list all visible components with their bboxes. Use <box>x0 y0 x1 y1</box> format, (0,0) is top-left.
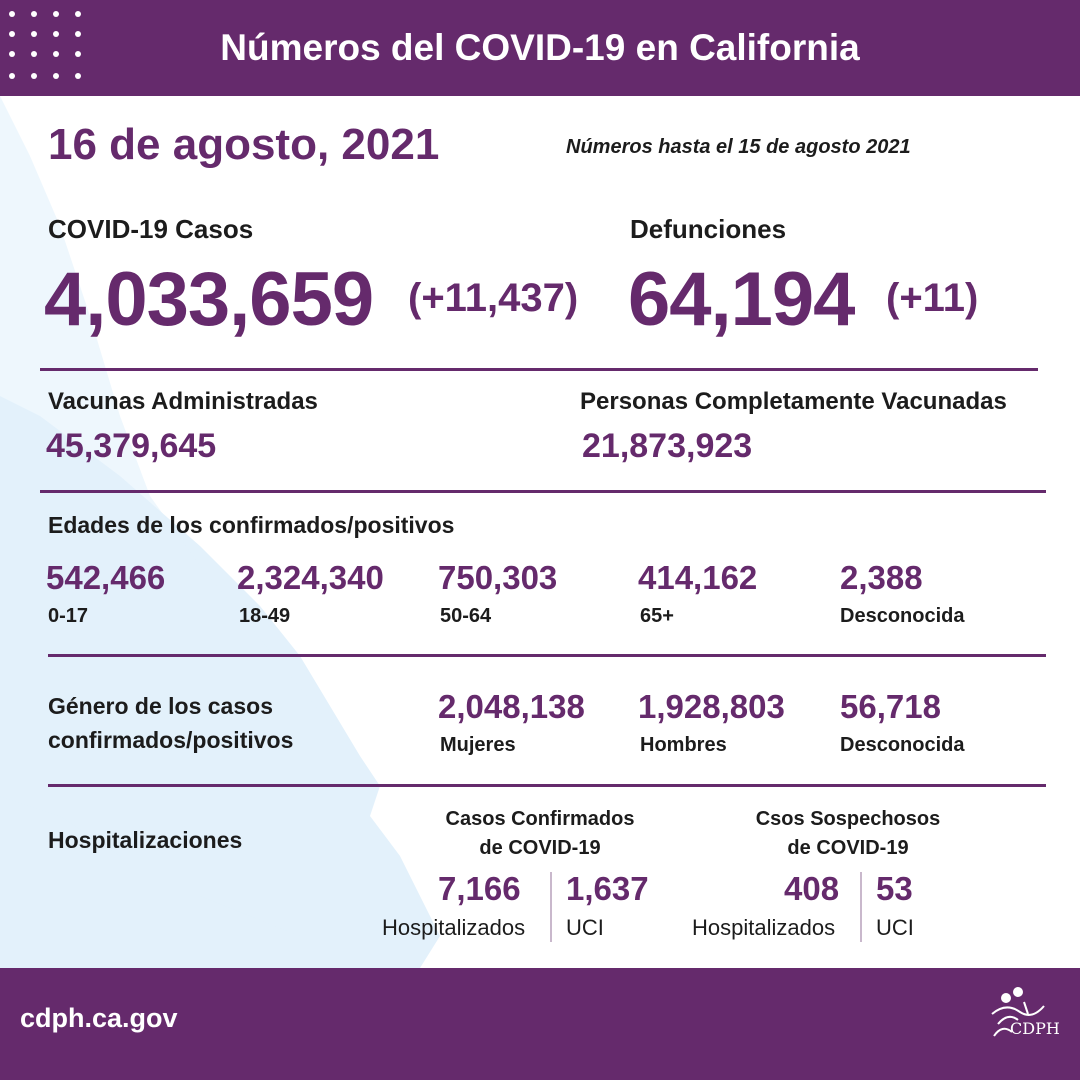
gender-label-line1: Género de los casos <box>48 693 273 719</box>
footer-banner: cdph.ca.gov <box>0 968 1080 1080</box>
confirmed-icu-label: UCI <box>566 915 604 940</box>
age-label-50-64: 50-64 <box>440 605 492 627</box>
cdph-logo-icon: CDPH <box>991 987 1060 1038</box>
gender-value-men: 1,928,803 <box>638 688 785 725</box>
confirmed-title-line2: de COVID-19 <box>479 837 601 859</box>
age-label-18-49: 18-49 <box>239 605 291 627</box>
vaccines-value: 45,379,645 <box>46 427 217 465</box>
suspected-icu-label: UCI <box>876 915 914 940</box>
cases-value: 4,033,659 <box>44 257 374 342</box>
divider <box>48 784 1046 787</box>
suspected-icu-value: 53 <box>876 870 913 907</box>
gender-label-unknown: Desconocida <box>840 734 965 756</box>
age-label-0-17: 0-17 <box>48 605 89 627</box>
gender-label-women: Mujeres <box>440 734 516 756</box>
fully-vaccinated-label: Personas Completamente Vacunadas <box>580 388 1007 415</box>
confirmed-hospitalized-label: Hospitalizados <box>382 915 526 940</box>
age-value-0-17: 542,466 <box>46 559 166 596</box>
column-divider <box>860 872 862 942</box>
age-value-50-64: 750,303 <box>438 559 558 596</box>
website-link[interactable]: cdph.ca.gov <box>20 1003 178 1033</box>
vaccines-label: Vacunas Administradas <box>48 388 318 415</box>
age-value-65-plus: 414,162 <box>638 559 758 596</box>
suspected-hospitalized-value: 408 <box>784 870 840 907</box>
gender-label-line2: confirmados/positivos <box>48 727 294 753</box>
suspected-hospitalized-label: Hospitalizados <box>692 915 836 940</box>
age-label-65-plus: 65+ <box>640 605 674 627</box>
suspected-title-line1: Csos Sospechosos <box>755 808 941 830</box>
deaths-value: 64,194 <box>628 257 855 342</box>
cases-delta: (+11,437) <box>408 276 579 320</box>
dots-decoration-icon <box>9 11 81 79</box>
age-value-unknown: 2,388 <box>840 559 923 596</box>
fully-vaccinated-value: 21,873,923 <box>582 427 753 465</box>
column-divider <box>550 872 552 942</box>
header-banner: Números del COVID-19 en California <box>0 0 1080 96</box>
gender-label-men: Hombres <box>640 734 727 756</box>
gender-value-women: 2,048,138 <box>438 688 585 725</box>
gender-value-unknown: 56,718 <box>840 688 941 725</box>
deaths-delta: (+11) <box>886 276 979 320</box>
hospitalizations-label: Hospitalizaciones <box>48 827 243 853</box>
divider <box>40 490 1046 493</box>
age-value-18-49: 2,324,340 <box>237 559 384 596</box>
age-label-unknown: Desconocida <box>840 605 965 627</box>
page-title: Números del COVID-19 en California <box>220 27 860 68</box>
divider <box>40 368 1038 371</box>
ages-label: Edades de los confirmados/positivos <box>48 512 455 538</box>
cases-label: COVID-19 Casos <box>48 214 254 244</box>
confirmed-icu-value: 1,637 <box>566 870 649 907</box>
svg-text:CDPH: CDPH <box>1010 1019 1060 1038</box>
confirmed-hospitalized-value: 7,166 <box>438 870 521 907</box>
california-map-background <box>0 96 440 968</box>
report-date: 16 de agosto, 2021 <box>48 120 440 169</box>
data-as-of-note: Números hasta el 15 de agosto 2021 <box>566 136 911 158</box>
deaths-label: Defunciones <box>630 214 787 244</box>
divider <box>48 654 1046 657</box>
suspected-title-line2: de COVID-19 <box>787 837 909 859</box>
confirmed-title-line1: Casos Confirmados <box>445 808 635 830</box>
